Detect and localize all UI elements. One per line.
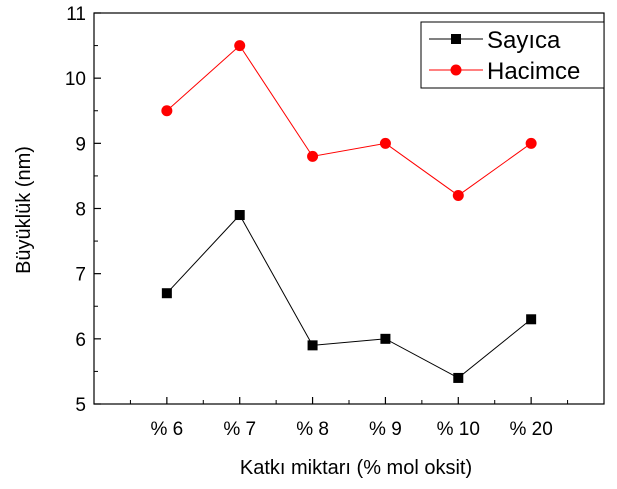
data-point: [234, 40, 246, 52]
x-tick-label: % 6: [150, 419, 183, 440]
legend-label: Sayıca: [487, 27, 561, 54]
legend: Sayıca Hacimce: [420, 21, 605, 89]
axes: 5 6 7 8 9 10 11 % 6 % 7 % 8 % 9 % 10 % 20: [65, 4, 605, 440]
x-tick-label: % 20: [509, 419, 552, 440]
y-tick-label: 11: [66, 4, 86, 25]
y-tick-label: 7: [75, 265, 86, 286]
data-point: [526, 314, 537, 325]
data-point: [307, 150, 319, 162]
x-tick-label: % 9: [369, 419, 402, 440]
y-axis-title: Büyüklük (nm): [13, 146, 35, 274]
y-tick-label: 10: [65, 69, 86, 90]
legend-box: [420, 21, 605, 89]
data-point: [161, 288, 172, 299]
legend-marker: [450, 64, 462, 76]
legend-label: Hacimce: [487, 58, 580, 85]
data-point: [161, 105, 173, 117]
data-point: [307, 340, 318, 351]
x-tick-label: % 7: [223, 419, 256, 440]
data-point: [234, 210, 245, 221]
data-point: [525, 137, 537, 149]
y-tick-label: 5: [75, 395, 86, 416]
y-tick-label: 9: [75, 134, 86, 155]
legend-marker: [451, 34, 461, 44]
chart-marks: [161, 40, 537, 383]
series-line-2: [166, 44, 532, 197]
y-tick-label: 8: [75, 200, 86, 221]
data-point: [380, 333, 391, 344]
series-line-1: [166, 214, 532, 379]
data-point: [379, 137, 391, 149]
x-tick-label: % 8: [296, 419, 329, 440]
x-axis-title: Katkı miktarı (% mol oksit): [240, 457, 472, 479]
data-point: [452, 189, 464, 201]
data-point: [453, 372, 464, 383]
y-tick-label: 6: [75, 330, 86, 351]
x-tick-label: % 10: [437, 419, 480, 440]
